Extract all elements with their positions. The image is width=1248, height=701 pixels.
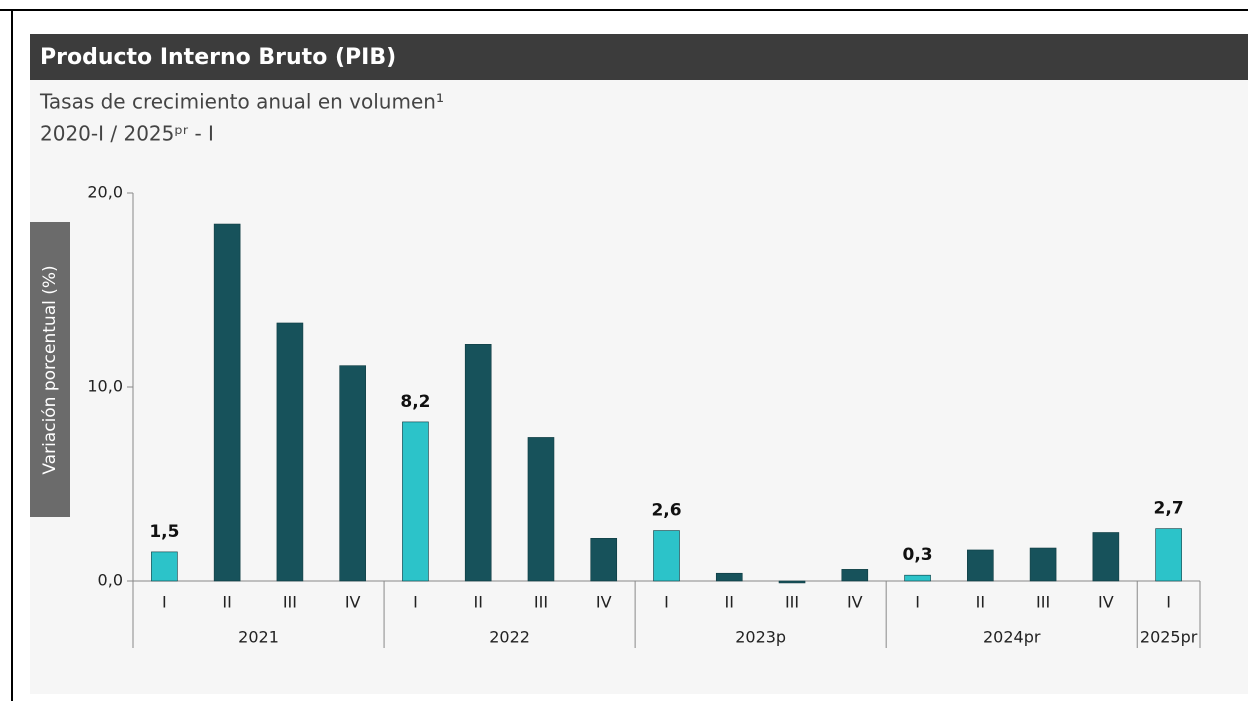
x-tick-label: III xyxy=(1036,593,1050,612)
x-tick-label: III xyxy=(283,593,297,612)
bar xyxy=(967,549,994,582)
bar xyxy=(904,574,931,582)
chart-title: Producto Interno Bruto (PIB) xyxy=(40,45,396,70)
bar xyxy=(527,437,555,582)
bar xyxy=(653,530,680,582)
bar xyxy=(339,365,366,582)
bar xyxy=(1029,547,1057,582)
bar xyxy=(213,223,241,582)
y-label-box xyxy=(30,222,70,517)
y-tick-label: 0,0 xyxy=(98,571,123,590)
x-tick-label: I xyxy=(915,593,920,612)
bar xyxy=(778,580,806,584)
value-label: 2,6 xyxy=(651,501,681,521)
x-tick-label: III xyxy=(534,593,548,612)
title-bar xyxy=(30,34,1248,80)
bar xyxy=(402,421,429,582)
value-label: 8,2 xyxy=(400,392,430,412)
bar xyxy=(841,569,869,582)
value-label: 0,3 xyxy=(902,545,932,565)
bar xyxy=(276,322,304,582)
x-tick-label: III xyxy=(785,593,799,612)
y-tick-label: 20,0 xyxy=(87,183,123,202)
x-tick-label: II xyxy=(725,593,734,612)
x-tick-label: IV xyxy=(1098,593,1114,612)
bar xyxy=(715,572,743,582)
x-tick-label: I xyxy=(664,593,669,612)
x-tick-label: I xyxy=(1166,593,1171,612)
value-label: 2,7 xyxy=(1154,499,1184,519)
value-label: 1,5 xyxy=(149,522,179,542)
subtitle: 2020-I / 2025ᵖʳ - I xyxy=(40,122,214,146)
x-tick-label: II xyxy=(222,593,231,612)
y-tick-label: 10,0 xyxy=(87,377,123,396)
group-label: 2021 xyxy=(238,628,279,647)
group-label: 2023p xyxy=(735,628,786,647)
x-tick-label: IV xyxy=(847,593,863,612)
group-label: 2024pr xyxy=(983,628,1041,647)
x-tick-label: I xyxy=(162,593,167,612)
bar xyxy=(1092,532,1120,582)
bar xyxy=(1155,528,1182,582)
bar xyxy=(464,344,492,582)
bar xyxy=(151,551,178,582)
subtitle: Tasas de crecimiento anual en volumen¹ xyxy=(39,90,444,114)
bar xyxy=(590,538,618,582)
y-axis-label: Variación porcentual (%) xyxy=(40,265,60,474)
x-tick-label: II xyxy=(473,593,482,612)
x-tick-label: IV xyxy=(596,593,612,612)
x-tick-label: II xyxy=(976,593,985,612)
x-tick-label: IV xyxy=(345,593,361,612)
x-tick-label: I xyxy=(413,593,418,612)
group-label: 2025pr xyxy=(1140,628,1198,647)
group-label: 2022 xyxy=(489,628,530,647)
